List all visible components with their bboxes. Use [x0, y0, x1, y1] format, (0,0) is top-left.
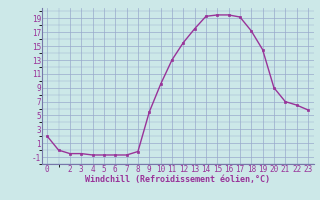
X-axis label: Windchill (Refroidissement éolien,°C): Windchill (Refroidissement éolien,°C): [85, 175, 270, 184]
